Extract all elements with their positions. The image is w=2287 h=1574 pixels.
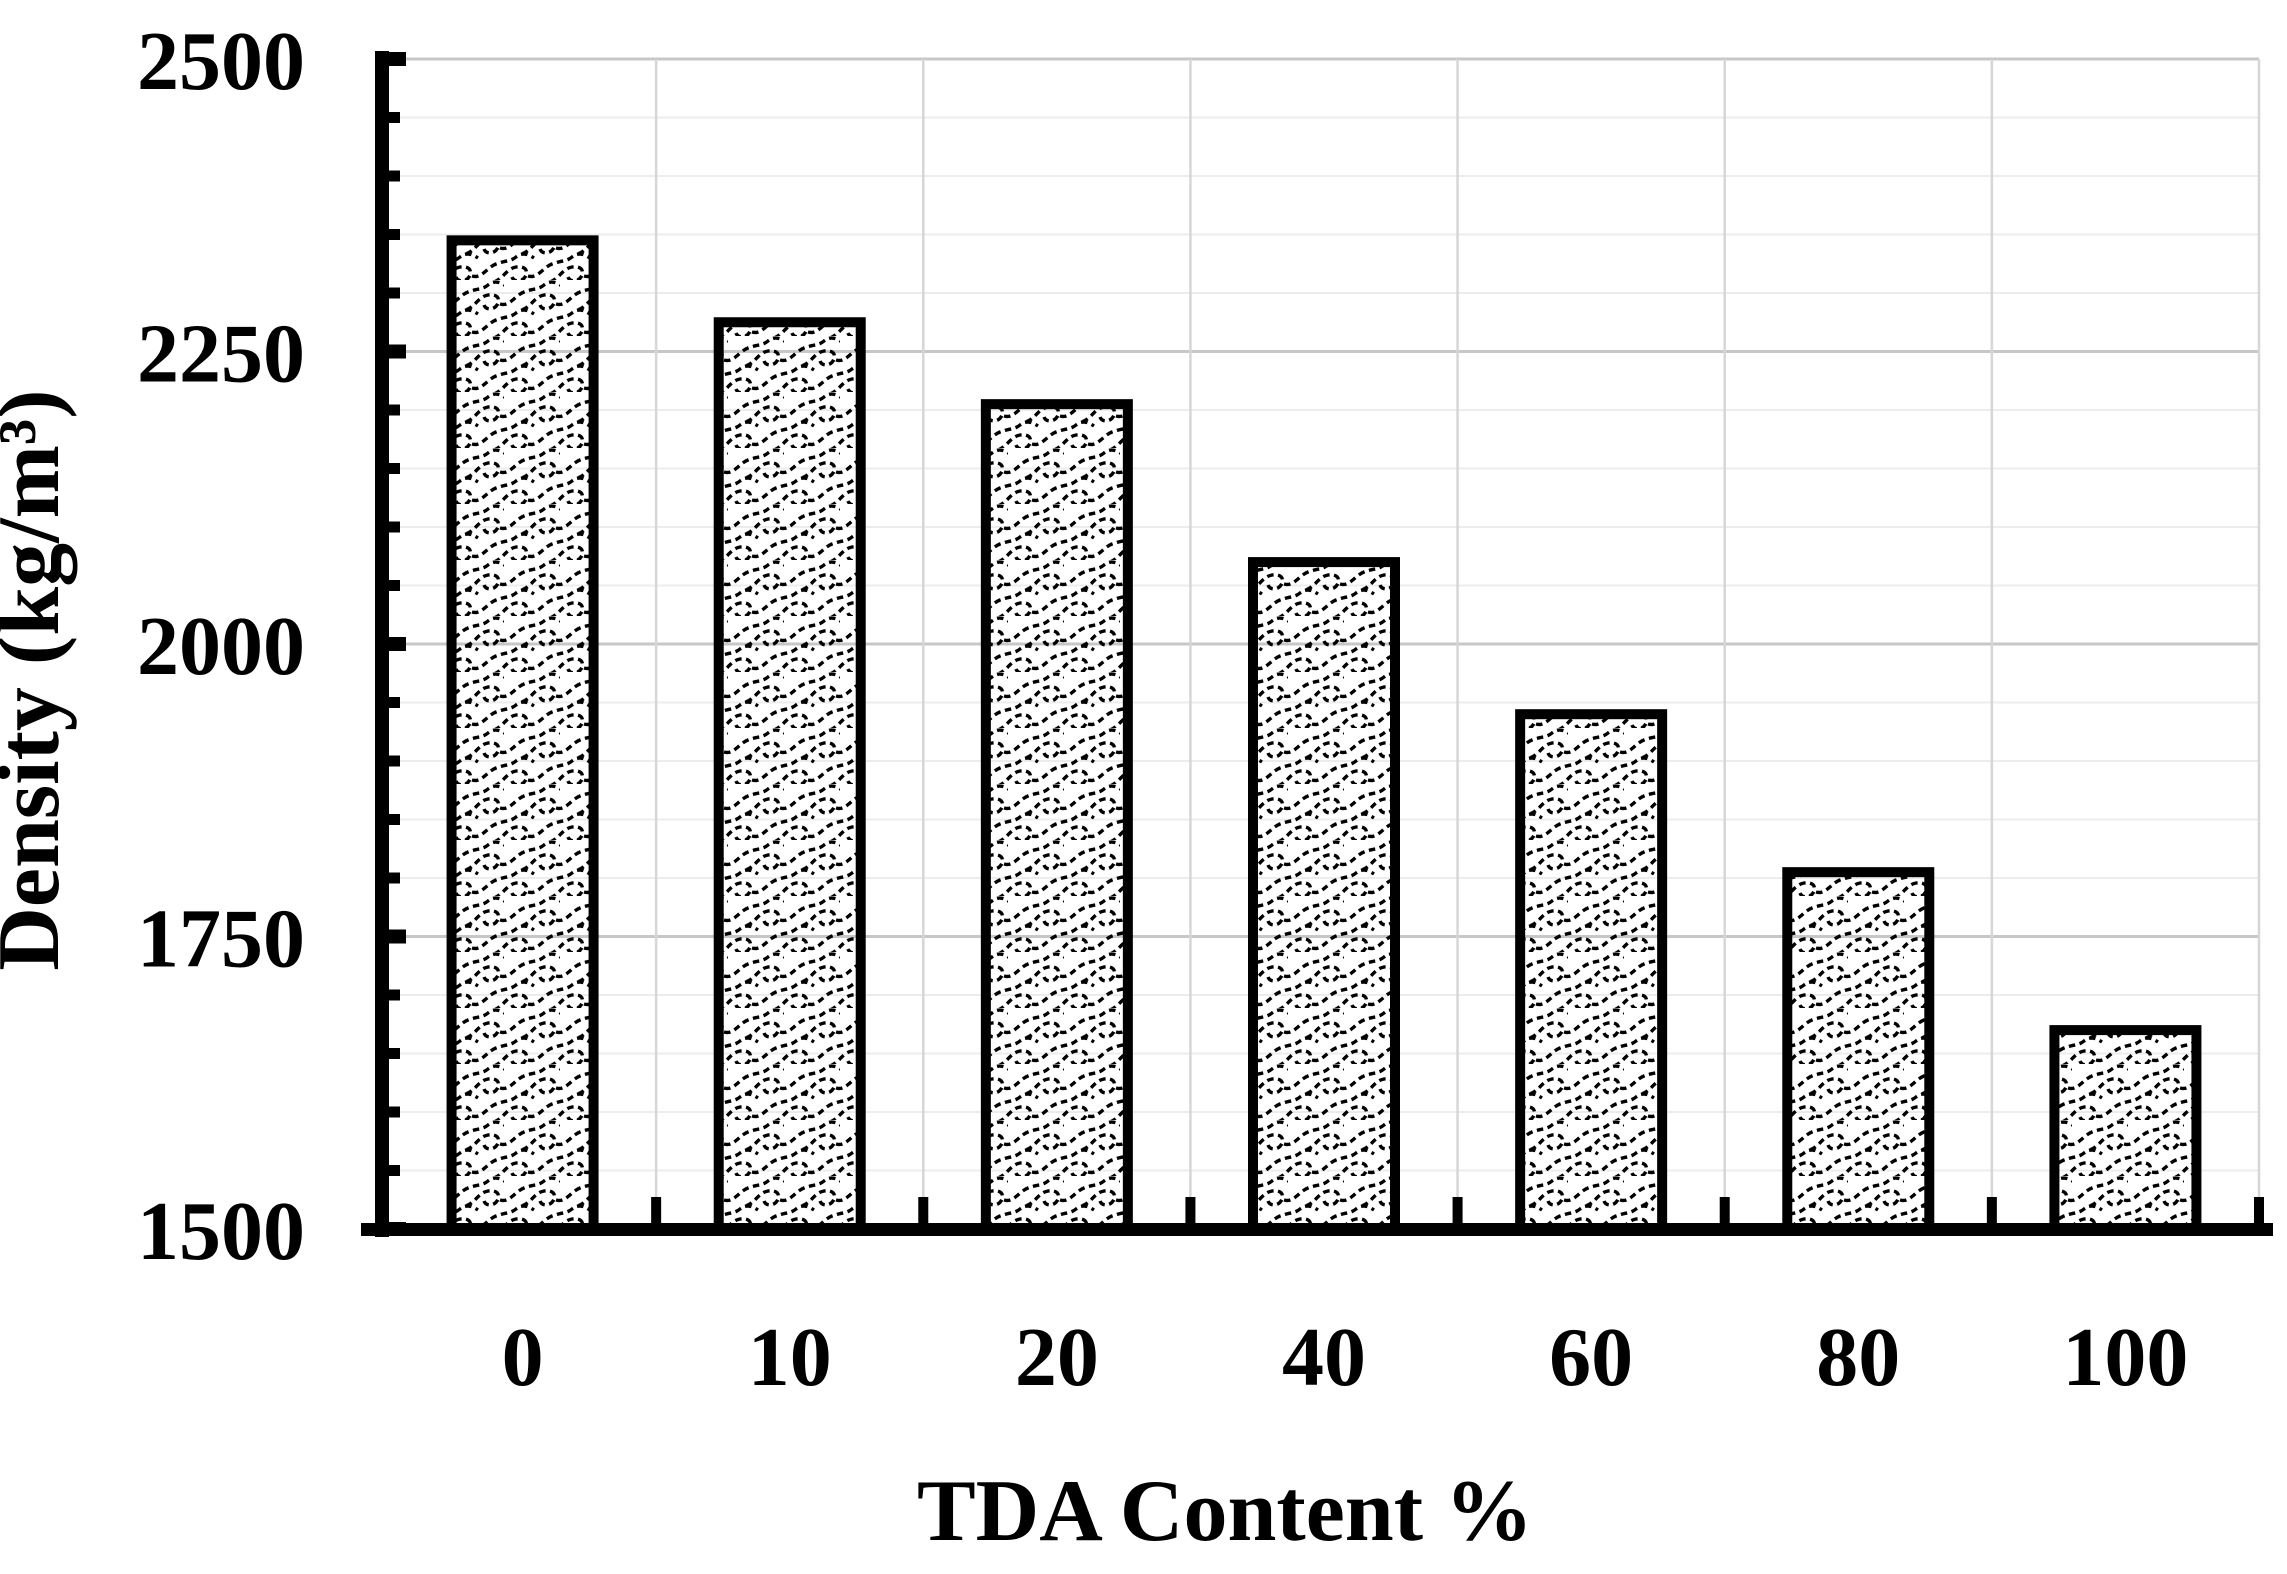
y-tick-labels: 2500 2250 2000 1750 1500	[137, 15, 305, 1278]
y-tick-label: 1500	[137, 1185, 305, 1278]
y-minor-tick	[389, 1048, 400, 1059]
bar-0-percent	[446, 235, 599, 1235]
x-tick-label: 80	[1816, 1311, 1900, 1404]
bar-20-percent	[980, 399, 1133, 1234]
y-minor-tick	[389, 229, 400, 240]
y-major-tick	[389, 1222, 406, 1236]
bars	[446, 235, 2202, 1235]
y-minor-tick	[389, 170, 400, 182]
vertical-gridlines	[654, 59, 2261, 1229]
bar-40-percent	[1248, 557, 1400, 1234]
bar-80-percent	[1782, 867, 1935, 1235]
axes	[361, 51, 2273, 1237]
y-minor-tick	[389, 287, 400, 299]
y-minor-tick	[389, 521, 400, 533]
x-tick-label: 100	[2062, 1311, 2188, 1404]
axis-ticks	[389, 52, 2264, 1236]
y-tick-label: 2000	[137, 600, 305, 693]
x-tick-label: 10	[748, 1311, 832, 1404]
bar-60-percent	[1515, 709, 1668, 1234]
y-tick-label: 1750	[137, 893, 305, 986]
x-axis-title: TDA Content %	[917, 1463, 1533, 1560]
y-minor-tick	[389, 580, 400, 591]
y-minor-tick	[389, 463, 400, 474]
y-minor-tick	[389, 404, 400, 416]
bar-10-percent	[713, 317, 866, 1234]
y-minor-tick	[389, 697, 400, 708]
bar-100-percent	[2049, 1025, 2202, 1234]
x-tick-label: 20	[1015, 1311, 1099, 1404]
y-major-tick	[389, 344, 406, 359]
x-tick	[651, 1197, 662, 1223]
x-tick-label: 60	[1549, 1311, 1633, 1404]
y-minor-tick	[389, 814, 400, 825]
x-axis-line	[361, 1223, 2273, 1236]
x-tick	[1452, 1197, 1463, 1223]
x-tick	[1986, 1197, 1997, 1223]
y-major-tick	[389, 637, 406, 651]
x-tick	[918, 1197, 929, 1223]
y-minor-tick	[389, 1106, 400, 1118]
y-minor-tick	[389, 112, 400, 123]
y-axis-title: Density (kg/m³)	[0, 389, 78, 970]
x-tick	[1185, 1197, 1196, 1223]
y-minor-tick	[389, 1165, 400, 1176]
y-tick-label: 2500	[137, 15, 305, 108]
y-minor-tick	[389, 872, 400, 884]
x-tick-labels: 0 10 20 40 60 80 100	[502, 1311, 2189, 1404]
x-tick	[2254, 1197, 2264, 1223]
y-minor-tick	[389, 989, 400, 1001]
y-major-tick	[389, 929, 406, 944]
y-minor-tick	[389, 755, 400, 767]
y-major-tick	[389, 52, 406, 66]
x-tick	[1719, 1197, 1730, 1223]
y-axis-line	[375, 51, 389, 1237]
y-tick-label: 2250	[137, 308, 305, 401]
x-tick-label: 40	[1282, 1311, 1366, 1404]
x-tick-label: 0	[502, 1311, 544, 1404]
